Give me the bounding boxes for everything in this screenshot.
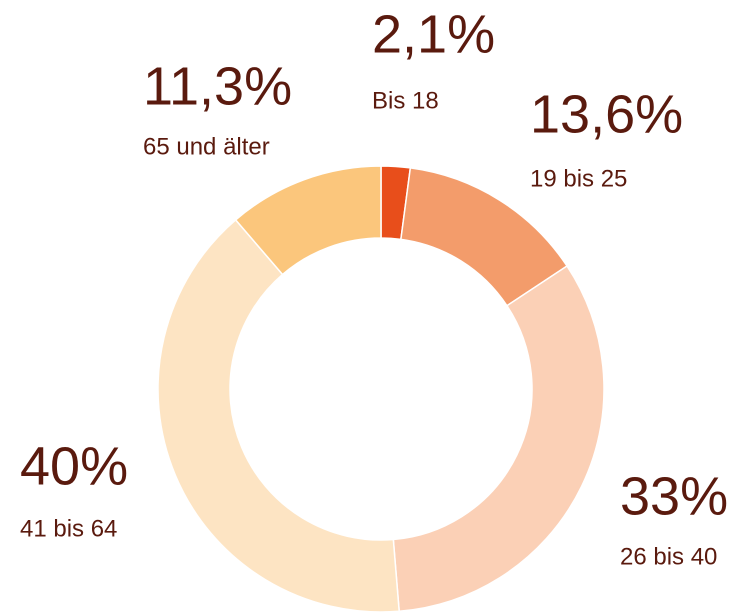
value-label: 11,3% (143, 56, 292, 116)
value-label: 33% (620, 466, 728, 526)
value-label: 2,1% (372, 4, 495, 64)
category-label: 19 bis 25 (530, 165, 627, 192)
value-label: 40% (20, 436, 128, 496)
category-label: Bis 18 (372, 87, 439, 114)
donut-slice (157, 218, 401, 613)
donut-slice (392, 264, 605, 613)
category-label: 65 und älter (143, 133, 270, 160)
category-label: 26 bis 40 (620, 543, 717, 570)
donut-slice (234, 165, 382, 276)
category-label: 41 bis 64 (20, 515, 117, 542)
value-label: 13,6% (530, 84, 683, 144)
